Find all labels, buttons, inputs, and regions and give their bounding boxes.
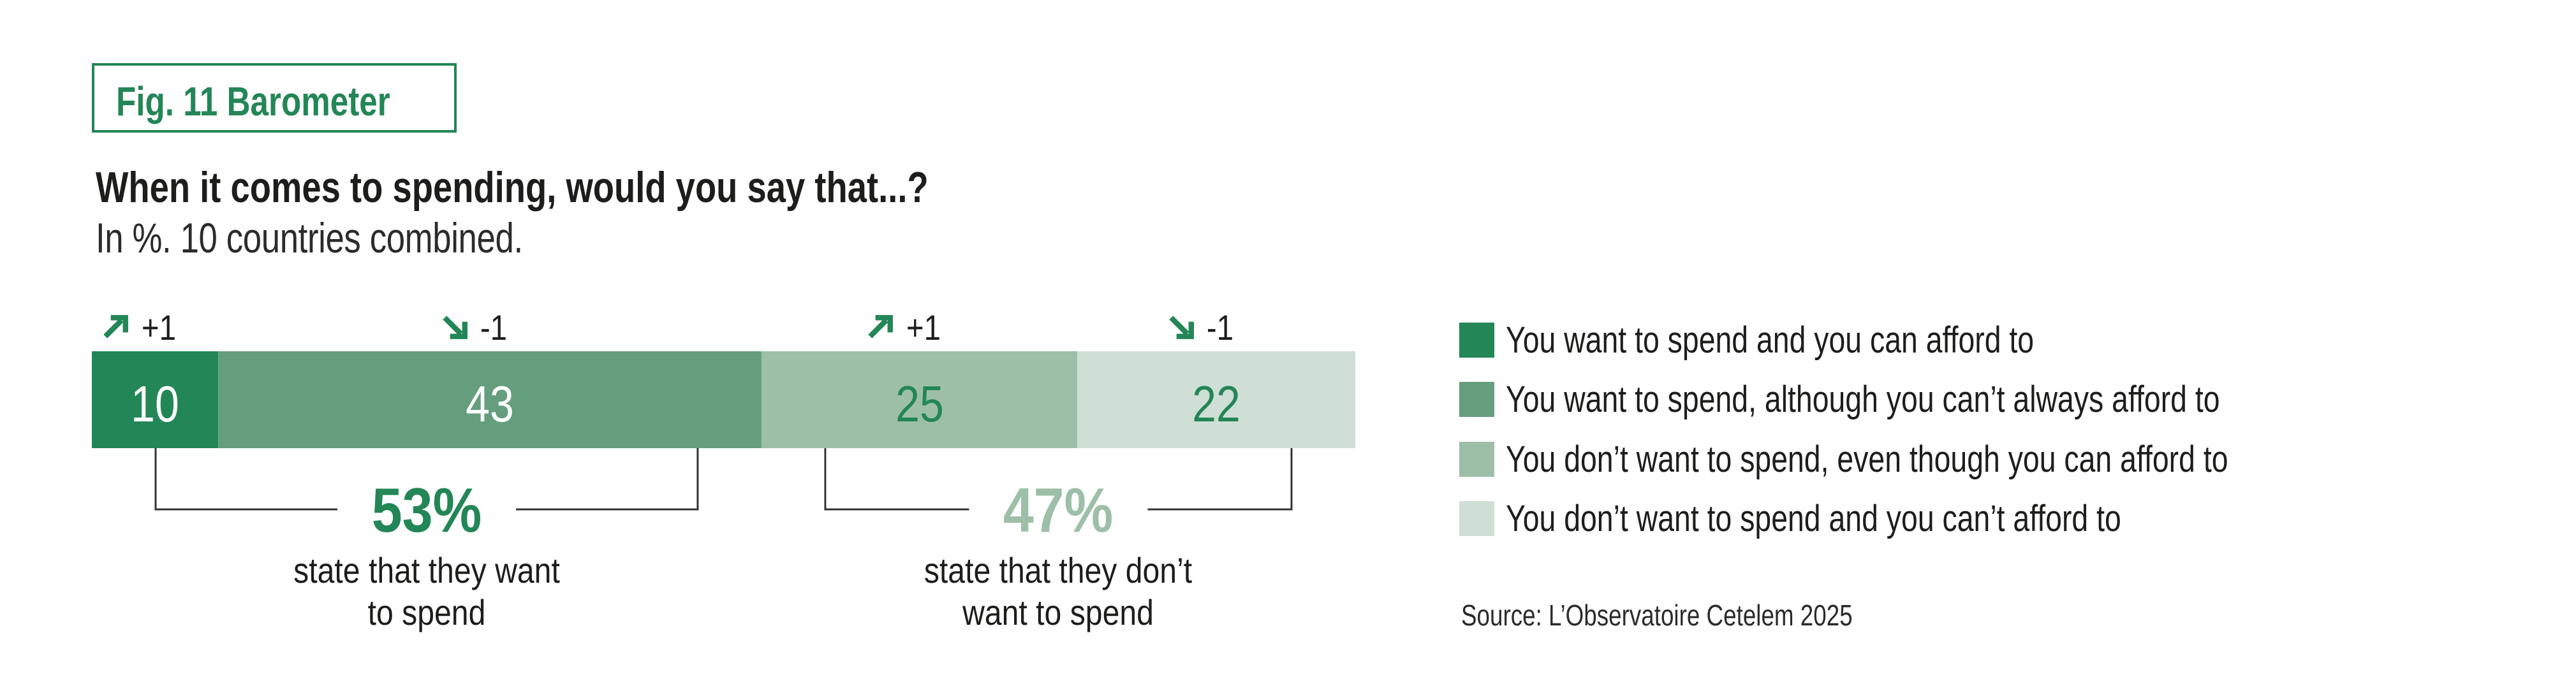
change-value: -1: [1206, 307, 1234, 347]
group-caption-line: want to spend: [962, 592, 1154, 632]
legend-swatch: [1459, 322, 1494, 358]
chart-subtitle: In %. 10 countries combined.: [96, 214, 523, 261]
bar-segment-2: [218, 351, 762, 448]
group-caption: state that they want to spend: [235, 550, 619, 634]
group-caption-line: state that they don’t: [924, 550, 1193, 590]
legend-item: You don’t want to spend and you can’t af…: [1459, 498, 2275, 539]
bar-segment-1: [92, 351, 219, 448]
trend-down-arrow-icon: [443, 316, 468, 339]
legend-swatch: [1459, 501, 1494, 536]
figure-label: Fig. 11 Barometer: [116, 78, 390, 124]
legend-swatch: [1459, 441, 1494, 477]
chart-title: When it comes to spending, would you say…: [96, 163, 929, 212]
group-total: 47%: [1003, 475, 1114, 545]
segment-value-label: 25: [895, 376, 944, 432]
bar-segment-4: [1077, 351, 1355, 448]
segment-value-label: 22: [1192, 376, 1240, 432]
legend-item: You want to spend, although you can’t al…: [1459, 379, 2398, 420]
trend-down-arrow-icon: [1169, 316, 1195, 339]
change-value: +1: [906, 307, 941, 347]
legend-label: You don’t want to spend and you can’t af…: [1506, 498, 2121, 539]
change-value: -1: [480, 307, 508, 347]
change-indicator: +1: [867, 307, 944, 347]
legend-label: You want to spend, although you can’t al…: [1506, 379, 2220, 420]
change-indicator: +1: [103, 307, 179, 347]
group-caption: state that they don’t want to spend: [866, 550, 1250, 634]
group-caption-line: to spend: [367, 592, 486, 632]
group-caption-line: state that they want: [293, 550, 560, 590]
group-bracket: [154, 448, 699, 511]
legend-swatch: [1459, 382, 1494, 417]
trend-up-arrow-icon: [867, 315, 893, 339]
figure-label-box: [92, 63, 457, 133]
segment-value-label: 43: [466, 376, 514, 432]
legend-label: You don’t want to spend, even though you…: [1506, 438, 2228, 480]
trend-up-arrow-icon: [103, 315, 129, 339]
legend-label: You want to spend and you can afford to: [1506, 319, 2035, 361]
group-total: 53%: [371, 475, 482, 545]
segment-value-label: 10: [131, 376, 179, 432]
legend-item: You don’t want to spend, even though you…: [1459, 439, 2409, 480]
change-indicator: -1: [1168, 307, 1236, 347]
change-value: +1: [141, 307, 177, 347]
legend-item: You want to spend and you can afford to: [1459, 319, 2166, 361]
change-indicator: -1: [442, 307, 510, 347]
bar-segment-3: [761, 351, 1078, 448]
source-note: Source: L’Observatoire Cetelem 2025: [1461, 599, 1853, 632]
group-bracket: [824, 448, 1293, 511]
